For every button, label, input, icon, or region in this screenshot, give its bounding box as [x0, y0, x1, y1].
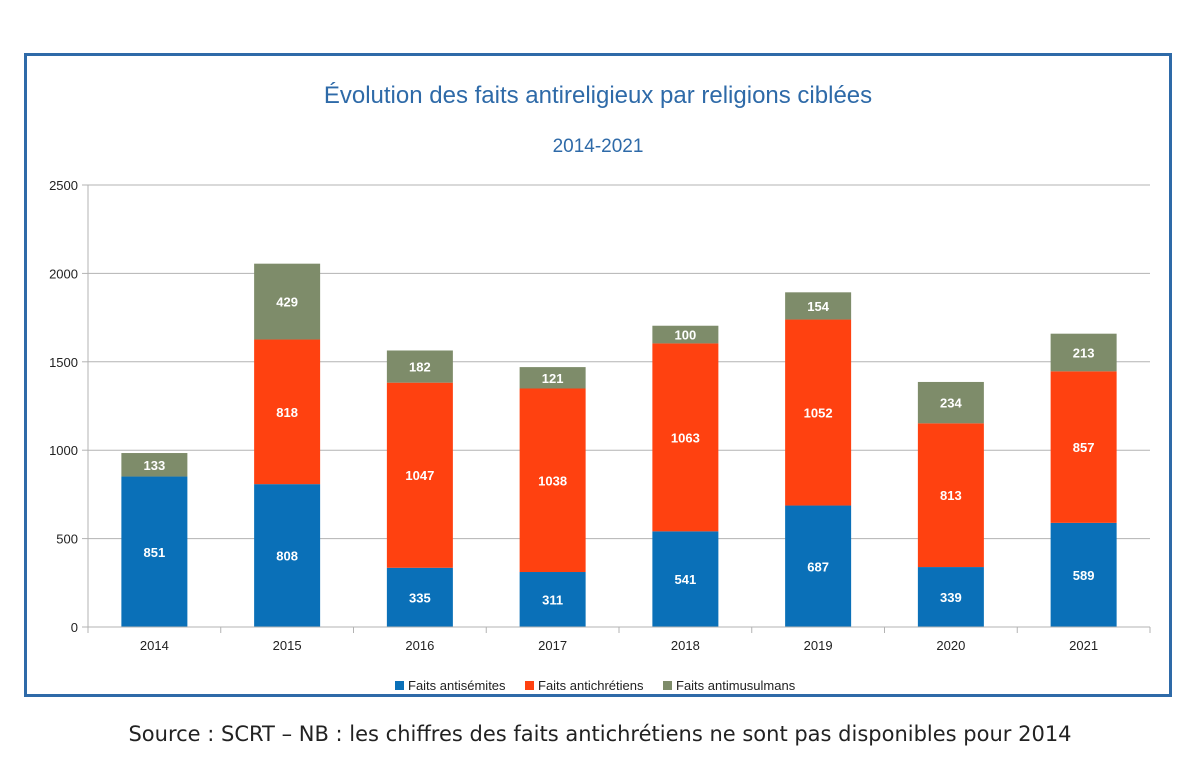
data-label: 182 [409, 360, 431, 375]
data-label: 311 [542, 593, 563, 608]
bar-segment [254, 484, 321, 627]
legend-label: Faits antisémites [408, 678, 506, 693]
legend-swatch [663, 681, 672, 690]
x-tick-label: 2014 [140, 638, 169, 653]
bar-segment [121, 476, 188, 627]
data-label: 339 [940, 590, 962, 605]
data-label: 1063 [671, 430, 700, 445]
y-tick-label: 2500 [49, 178, 78, 193]
x-tick-label: 2021 [1069, 638, 1098, 653]
bar-segment [652, 531, 719, 627]
bar-segment [519, 388, 586, 573]
x-tick-label: 2017 [538, 638, 567, 653]
legend: Faits antisémites Faits antichrétiens Fait… [395, 678, 796, 693]
bar-segment [386, 567, 453, 627]
legend-label: Faits antichrétiens [538, 678, 644, 693]
data-label: 121 [542, 371, 564, 386]
chart-subtitle: 2014-2021 [552, 136, 644, 157]
bar-segment [386, 350, 453, 383]
legend-swatch [395, 681, 404, 690]
bar-segment [1050, 333, 1117, 372]
data-label: 687 [807, 559, 829, 574]
data-label: 1038 [538, 473, 567, 488]
data-label: 1047 [405, 468, 434, 483]
y-tick-label: 1000 [49, 443, 78, 458]
legend-label: Faits antimusulmans [676, 678, 796, 693]
legend-swatch [525, 681, 534, 690]
data-label: 857 [1073, 440, 1095, 455]
bar-segment [121, 453, 188, 477]
bar-segment [785, 319, 852, 506]
data-label: 541 [675, 572, 697, 587]
chart-title: Évolution des faits antireligieux par re… [323, 82, 873, 109]
x-tick-label: 2020 [936, 638, 965, 653]
y-tick-label: 500 [56, 532, 78, 547]
data-label: 335 [409, 590, 431, 605]
data-label: 429 [276, 295, 298, 310]
bar-segment [785, 505, 852, 627]
bar-segment [917, 423, 984, 568]
data-label: 808 [276, 549, 298, 564]
data-label: 213 [1073, 346, 1095, 361]
data-label: 133 [144, 458, 166, 473]
bar-segment [652, 325, 719, 344]
data-label: 154 [807, 299, 829, 314]
data-label: 234 [940, 396, 962, 411]
data-label: 1052 [804, 406, 833, 421]
x-tick-label: 2018 [671, 638, 700, 653]
source-note: Source : SCRT – NB : les chiffres des fa… [128, 722, 1072, 746]
bar-segment [917, 381, 984, 424]
bar-segment [1050, 371, 1117, 523]
data-label: 818 [276, 405, 298, 420]
y-tick-label: 1500 [49, 355, 78, 370]
bar-segment [1050, 522, 1117, 627]
y-tick-label: 2000 [49, 266, 78, 281]
data-label: 851 [144, 545, 166, 560]
bars: 851 133 808 818 429 335 1047 182 311 1038 121 541 10… [121, 263, 1117, 627]
y-tick-label: 0 [71, 620, 78, 635]
bar-segment [519, 367, 586, 389]
bar-segment [652, 343, 719, 532]
axes: 0 500 1000 1500 2000 2500 2014 2015 2016 2017 2018… [49, 178, 1151, 653]
data-label: 589 [1073, 568, 1095, 583]
bar-segment [785, 292, 852, 320]
bar-segment [254, 339, 321, 485]
data-label: 813 [940, 488, 962, 503]
x-tick-label: 2016 [405, 638, 434, 653]
bar-segment [519, 572, 586, 627]
bar-segment [386, 382, 453, 568]
bar-segment [917, 567, 984, 627]
x-tick-label: 2015 [273, 638, 302, 653]
data-label: 100 [675, 328, 697, 343]
grid-lines [88, 184, 1150, 628]
bar-segment [254, 263, 321, 340]
x-tick-label: 2019 [804, 638, 833, 653]
